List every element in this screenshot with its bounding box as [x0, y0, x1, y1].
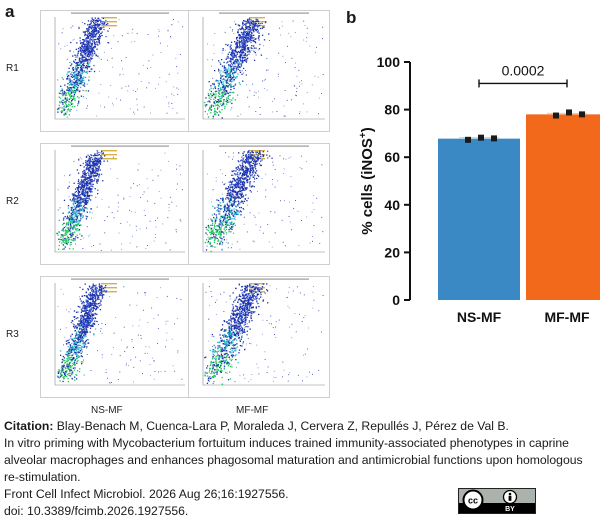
- citation-doi: doi: 10.3389/fcimb.2026.1927556.: [4, 504, 189, 518]
- row-label-r2: R2: [6, 196, 19, 207]
- column-label-mf-mf: MF-MF: [236, 405, 269, 416]
- cc-text: cc: [468, 496, 478, 506]
- x-tick-label: MF-MF: [544, 309, 590, 325]
- citation-journal: Front Cell Infect Microbiol. 2026 Aug 26…: [4, 487, 289, 501]
- cc-by-badge: cc BY: [458, 488, 536, 514]
- panel-a-letter: a: [5, 2, 15, 21]
- data-point: [465, 136, 471, 143]
- data-point: [566, 109, 572, 116]
- bar-mf-mf: [526, 114, 600, 300]
- flow-plot-r1-ns-mf: [40, 10, 190, 132]
- y-tick-label: 60: [384, 149, 400, 165]
- data-point: [478, 134, 484, 141]
- y-tick-label: 40: [384, 197, 400, 213]
- flow-plot-r3-mf-mf: [188, 276, 330, 398]
- flow-plot-r2-ns-mf: [40, 143, 190, 265]
- citation-title: In vitro priming with Mycobacterium fort…: [4, 436, 583, 484]
- y-tick-label: 0: [392, 292, 400, 308]
- y-tick-label: 80: [384, 102, 400, 118]
- p-value-label: 0.0002: [502, 62, 545, 78]
- bar-ns-mf: [438, 138, 520, 300]
- row-label-r3: R3: [6, 329, 19, 340]
- person-icon: [502, 489, 518, 505]
- data-point: [579, 111, 585, 118]
- x-tick-label: NS-MF: [457, 309, 502, 325]
- column-label-ns-mf: NS-MF: [91, 405, 123, 416]
- citation-label: Citation:: [4, 419, 54, 433]
- citation-block: Citation: Blay-Benach M, Cuenca-Lara P, …: [4, 418, 594, 520]
- citation-authors: Blay-Benach M, Cuenca-Lara P, Moraleda J…: [53, 419, 509, 433]
- row-label-r1: R1: [6, 63, 19, 74]
- y-tick-label: 20: [384, 244, 400, 260]
- citation-line: Citation: Blay-Benach M, Cuenca-Lara P, …: [4, 418, 594, 435]
- y-axis-label: % cells (iNOS+): [358, 127, 376, 235]
- data-point: [491, 135, 497, 142]
- flow-plot-r2-mf-mf: [188, 143, 330, 265]
- data-point: [553, 112, 559, 119]
- cc-by-graphic: cc BY: [459, 489, 535, 513]
- flow-plot-r1-mf-mf: [188, 10, 330, 132]
- by-text: BY: [505, 506, 515, 513]
- flow-plot-r3-ns-mf: [40, 276, 190, 398]
- y-tick-label: 100: [377, 54, 401, 70]
- panel-b-letter: b: [346, 8, 357, 27]
- bar-chart: 0 20 40 60 80 100 % cells (iNOS+) NS-MF MF-MF 0.0…: [358, 54, 600, 325]
